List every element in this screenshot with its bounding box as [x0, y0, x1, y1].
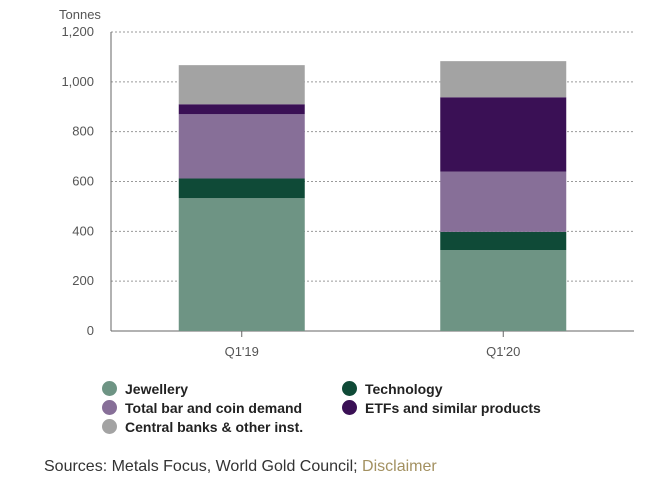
y-tick-label: 1,000 [61, 74, 94, 89]
bar-segment [178, 104, 305, 115]
x-tick-label: Q1'20 [486, 344, 520, 359]
legend-item-etfs[interactable]: ETFs and similar products [342, 399, 602, 416]
y-tick-label: 600 [72, 174, 94, 189]
bar-segment [440, 250, 567, 331]
bar-segment [178, 114, 305, 179]
legend-label: Central banks & other inst. [125, 418, 304, 435]
legend-swatch-bar-coin [102, 400, 117, 415]
x-tick-label: Q1'19 [225, 344, 259, 359]
legend-swatch-jewellery [102, 381, 117, 396]
legend-label: Jewellery [125, 380, 189, 397]
y-tick-label: 0 [87, 323, 94, 338]
legend-item-technology[interactable]: Technology [342, 380, 602, 397]
legend-swatch-technology [342, 381, 357, 396]
legend-swatch-etfs [342, 400, 357, 415]
y-tick-label: 400 [72, 223, 94, 238]
bar-segment [440, 171, 567, 232]
legend-item-bar-coin[interactable]: Total bar and coin demand [102, 399, 342, 416]
y-tick-label: 1,200 [61, 24, 94, 39]
legend-swatch-central-banks [102, 419, 117, 434]
bar-segment [440, 97, 567, 172]
y-tick-label: 200 [72, 273, 94, 288]
legend-label: Total bar and coin demand [125, 399, 303, 416]
sources-note: Sources: Metals Focus, World Gold Counci… [44, 458, 437, 476]
bar-segment [440, 61, 567, 98]
y-tick-label: 800 [72, 124, 94, 139]
disclaimer-link[interactable]: Disclaimer [362, 458, 437, 475]
legend-label: ETFs and similar products [365, 399, 541, 416]
y-axis-label: Tonnes [59, 7, 101, 22]
bar-segment [178, 65, 305, 105]
bar-segment [440, 231, 567, 251]
chart-legend: Jewellery Technology Total bar and coin … [102, 380, 602, 435]
legend-label: Technology [365, 380, 443, 397]
sources-text: Sources: Metals Focus, World Gold Counci… [44, 458, 363, 475]
chart-area: 0 200 400 600 800 1,000 1,200 Tonnes Q1'19 Q1'20 [59, 7, 634, 359]
bar-segment [178, 178, 305, 199]
bar-segment [178, 198, 305, 331]
legend-item-jewellery[interactable]: Jewellery [102, 380, 342, 397]
legend-item-central-banks[interactable]: Central banks & other inst. [102, 418, 342, 435]
stacked-bar-chart: 0 200 400 600 800 1,000 1,200 Tonnes Q1'19 Q1'20 [59, 7, 634, 359]
